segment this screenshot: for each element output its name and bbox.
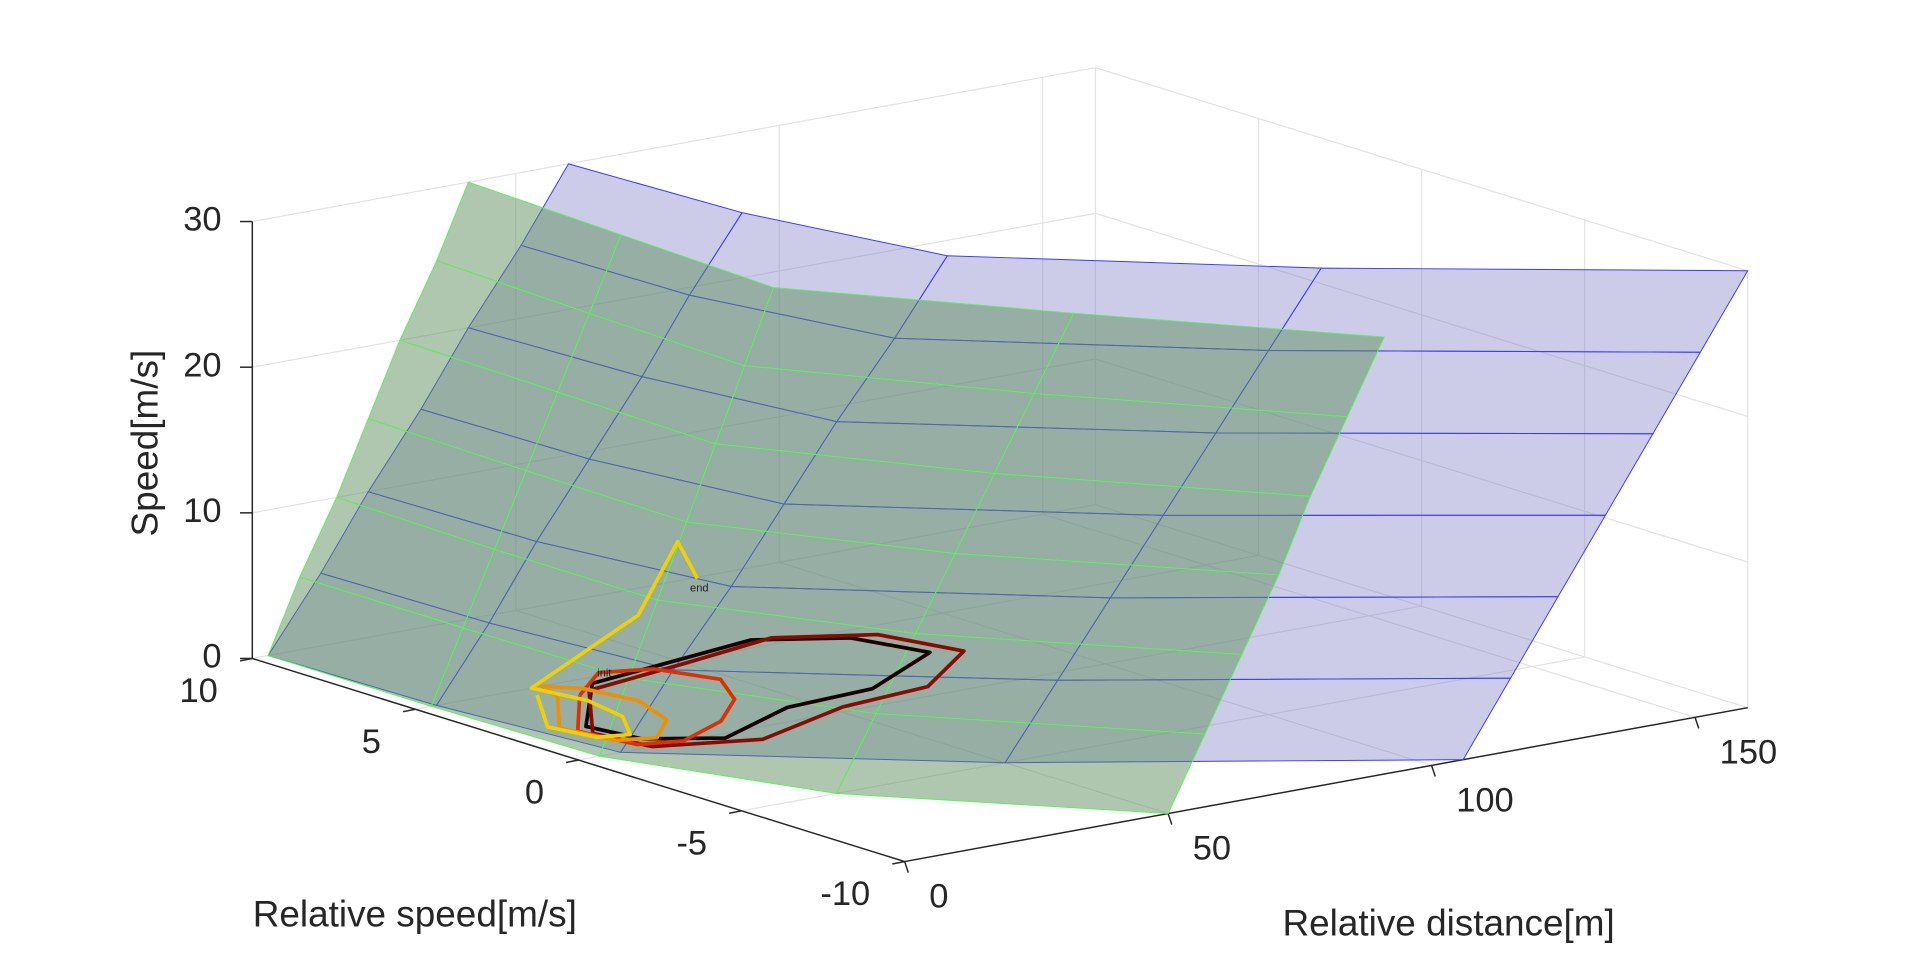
z-axis-title: Speed[m/s] [124,350,165,537]
y-tick-label: 5 [362,723,381,761]
x-tick-label: 50 [1193,830,1231,868]
grid-line [1095,67,1748,272]
surfaces [267,163,1749,814]
z-tick-label: 30 [183,201,221,239]
x-tick-label: 150 [1720,733,1777,771]
surface-cell [436,181,622,315]
labels: Speed[m/s] Relative speed[m/s] Relative … [124,201,1777,944]
trajectory [529,539,700,740]
z-tick-label: 0 [202,638,221,676]
start-label: init [597,667,611,679]
y-tick [566,759,579,764]
end-label: end [690,582,708,594]
x-tick [1430,765,1436,777]
x-tick [1694,717,1700,729]
y-tick [892,860,905,865]
trajectories: init end [529,539,966,749]
grid-line [1095,212,1748,418]
y-axis-title: Relative speed[m/s] [253,894,577,935]
x-axis-title: Relative distance[m] [1282,902,1614,943]
x-tick [1167,813,1173,825]
y-tick [402,708,416,713]
grid-line [252,67,1096,223]
y-tick-label: 10 [180,672,218,710]
x-tick [903,861,910,873]
x-tick-label: 0 [929,878,948,916]
y-tick [729,810,742,814]
plot-area: init end Speed[m/s] Relative speed[m/s] R… [124,67,1777,944]
y-tick-label: -10 [820,875,870,913]
x-axis [904,706,1748,863]
y-tick-label: 0 [525,774,544,812]
z-tick-label: 20 [183,346,221,384]
y-tick-label: -5 [676,824,707,862]
z-tick-label: 10 [183,492,221,530]
x-tick-label: 100 [1456,781,1513,819]
